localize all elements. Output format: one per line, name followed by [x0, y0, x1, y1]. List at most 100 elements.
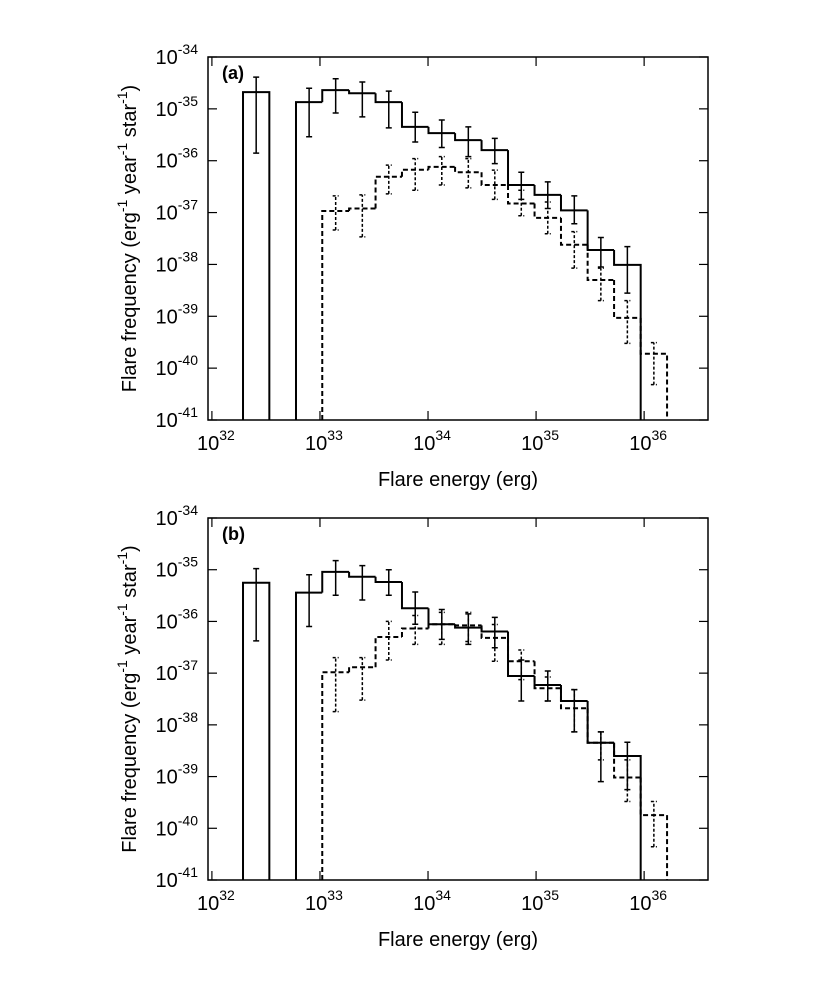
x-tick-exponent: 34 — [435, 887, 451, 903]
y-tick-exponent: -40 — [178, 352, 198, 368]
y-tick-exponent: -38 — [178, 709, 198, 725]
error-bar — [597, 267, 604, 302]
error-bar — [438, 155, 445, 186]
error-bar — [359, 194, 366, 238]
y-tick-exponent: -36 — [178, 605, 198, 621]
error-bar — [624, 245, 631, 294]
y-tick-label: 10-38 — [156, 709, 199, 737]
x-tick-base: 10 — [521, 433, 543, 455]
histogram-bin — [321, 570, 350, 593]
error-bar — [385, 164, 392, 195]
error-bar — [359, 81, 366, 118]
y-tick-base: 10 — [156, 560, 178, 582]
y-tick-exponent: -35 — [178, 554, 198, 570]
y-axis-title-exponent: -1 — [114, 552, 130, 565]
error-bar — [332, 656, 339, 713]
y-axis-title-exponent: -1 — [114, 91, 130, 104]
x-tick-label: 1032 — [197, 887, 235, 915]
y-tick-exponent: -36 — [178, 145, 198, 161]
error-bar — [571, 688, 578, 733]
y-tick-label: 10-35 — [156, 93, 199, 121]
y-tick-exponent: -40 — [178, 812, 198, 828]
y-tick-label: 10-36 — [156, 605, 199, 633]
error-bar — [306, 87, 313, 138]
histogram-bin — [348, 666, 376, 673]
histogram-bin — [480, 140, 509, 152]
y-tick-exponent: -38 — [178, 248, 198, 264]
histogram-bin — [559, 217, 588, 246]
error-bar — [597, 236, 604, 268]
x-tick-label: 1036 — [629, 427, 667, 455]
histogram-bin — [559, 688, 588, 710]
histogram-bin — [454, 624, 482, 627]
histogram-bin — [586, 210, 615, 251]
y-axis-title-part: year — [119, 155, 141, 200]
x-tick-label: 1036 — [629, 887, 667, 915]
y-tick-base: 10 — [156, 715, 178, 737]
x-axis-title: Flare energy (erg) — [378, 929, 538, 951]
plot-frame — [207, 517, 709, 881]
histogram-bin — [507, 637, 535, 663]
y-tick-label: 10-39 — [156, 300, 199, 328]
y-tick-base: 10 — [156, 203, 178, 225]
error-bar — [571, 230, 578, 269]
error-bar — [385, 90, 392, 129]
y-axis-title-exponent: -1 — [114, 603, 130, 616]
y-tick-exponent: -41 — [178, 404, 198, 420]
y-tick-exponent: -34 — [178, 502, 198, 518]
y-tick-label: 10-38 — [156, 248, 199, 276]
error-bar — [491, 137, 498, 165]
y-tick-label: 10-36 — [156, 145, 199, 173]
x-tick-exponent: 33 — [327, 887, 343, 903]
error-bar — [332, 195, 339, 231]
error-bar — [465, 126, 472, 158]
x-tick-label: 1035 — [521, 427, 559, 455]
error-bar — [253, 567, 260, 642]
x-tick-exponent: 36 — [651, 427, 667, 443]
histogram-bin — [374, 635, 402, 668]
y-tick-base: 10 — [156, 767, 178, 789]
error-bar — [359, 656, 366, 701]
histogram-bin — [348, 90, 376, 95]
y-axis-title: Flare frequency (erg-1 year-1 star-1) — [114, 545, 141, 852]
y-tick-exponent: -37 — [178, 657, 198, 673]
error-bar — [438, 611, 445, 646]
error-bar — [253, 76, 260, 154]
histogram-bin — [348, 207, 376, 212]
x-tick-base: 10 — [305, 893, 327, 915]
histogram-bin — [374, 175, 402, 209]
y-axis-title-part: Flare frequency (erg — [119, 212, 141, 392]
error-bar — [491, 623, 498, 662]
error-bar — [518, 649, 525, 681]
histogram-bin — [480, 625, 509, 639]
histogram-bin — [400, 168, 429, 177]
x-tick-exponent: 32 — [219, 427, 235, 443]
histogram-bin — [400, 581, 429, 610]
y-tick-base: 10 — [156, 870, 178, 892]
y-tick-base: 10 — [156, 254, 178, 276]
y-axis-title-part: star — [119, 104, 141, 143]
histogram-bin — [533, 203, 561, 219]
histogram-bin — [533, 661, 561, 690]
y-tick-base: 10 — [156, 818, 178, 840]
y-tick-base: 10 — [156, 47, 178, 69]
error-bar — [385, 568, 392, 597]
error-bar — [518, 189, 525, 217]
histogram-bin — [559, 194, 588, 212]
histogram-bin — [507, 150, 535, 187]
histogram-bin — [400, 627, 429, 637]
x-tick-label: 1033 — [305, 887, 343, 915]
x-tick-base: 10 — [413, 893, 435, 915]
y-tick-base: 10 — [156, 151, 178, 173]
x-tick-base: 10 — [305, 433, 327, 455]
x-tick-base: 10 — [197, 893, 219, 915]
x-tick-base: 10 — [197, 433, 219, 455]
y-tick-exponent: -39 — [178, 761, 198, 777]
y-tick-label: 10-34 — [156, 502, 199, 530]
x-tick-label: 1032 — [197, 427, 235, 455]
error-bar — [571, 195, 578, 225]
y-tick-base: 10 — [156, 410, 178, 432]
error-bar — [359, 564, 366, 601]
